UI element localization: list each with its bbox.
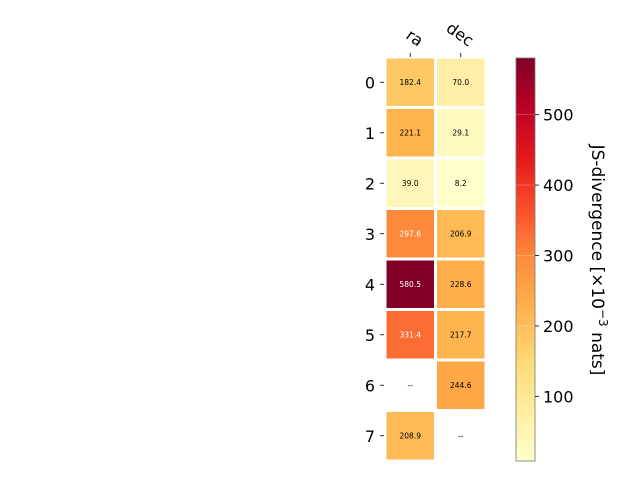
heatmap-cell-2-dec: [437, 159, 485, 207]
cell-label-0-ra: 182.4: [400, 78, 422, 87]
colorbar-tick-label-200: 200: [543, 317, 574, 336]
cell-label-2-dec: 8.2: [455, 179, 467, 188]
heatmap-cell-6-dec: [437, 361, 485, 409]
heatmap-cell-5-dec: [437, 311, 485, 359]
cell-label-4-ra: 580.5: [400, 280, 422, 289]
colorbar-tick-label-100: 100: [543, 387, 574, 406]
cell-label-1-ra: 221.1: [400, 128, 422, 137]
heatmap-cell-7-ra: [386, 412, 434, 460]
heatmap-cell-4-ra: [386, 260, 434, 308]
row-label-2: 2: [365, 174, 375, 193]
cell-label-7-dec: --: [458, 431, 464, 440]
row-tick-labels: 0 1 2 3 4 5 6 7: [365, 73, 384, 446]
heatmap-cells: 182.4 70.0 221.1 29.1 39.0 8.2 297.6 206.9 580.5…: [386, 58, 485, 460]
cell-label-6-ra: --: [408, 381, 414, 390]
colorbar-ticks: 100 200 300 400 500: [516, 106, 574, 406]
cell-label-7-ra: 208.9: [400, 431, 422, 440]
row-label-0: 0: [365, 73, 375, 92]
colorbar-label: JS-divergence [×10−3 nats]: [587, 144, 610, 376]
cell-label-0-dec: 70.0: [452, 78, 469, 87]
cell-label-6-dec: 244.6: [450, 381, 472, 390]
row-label-4: 4: [365, 275, 375, 294]
colorbar: [515, 57, 536, 462]
cell-label-3-ra: 297.6: [400, 229, 422, 238]
row-label-1: 1: [365, 124, 375, 143]
row-label-5: 5: [365, 326, 375, 345]
column-label-dec: dec: [443, 18, 477, 50]
cell-label-5-ra: 331.4: [400, 330, 422, 339]
heatmap-cell-3-dec: [437, 210, 485, 258]
heatmap-cell-1-dec: [437, 109, 485, 157]
heatmap-cell-4-dec: [437, 260, 485, 308]
column-tick-labels: ra dec: [403, 18, 477, 57]
row-label-7: 7: [365, 427, 375, 446]
cell-label-4-dec: 228.6: [450, 280, 472, 289]
heatmap-cell-1-ra: [386, 109, 434, 157]
colorbar-tick-label-400: 400: [543, 176, 574, 195]
cell-label-1-dec: 29.1: [452, 128, 469, 137]
row-label-6: 6: [365, 376, 375, 395]
colorbar-tick-label-300: 300: [543, 247, 574, 266]
column-label-ra: ra: [403, 25, 427, 50]
heatmap-cell-2-ra: [386, 159, 434, 207]
cell-label-2-ra: 39.0: [402, 179, 419, 188]
heatmap-cell-3-ra: [386, 210, 434, 258]
heatmap-cell-0-ra: [386, 58, 434, 106]
heatmap-cell-0-dec: [437, 58, 485, 106]
colorbar-tick-label-500: 500: [543, 106, 574, 125]
heatmap-cell-5-ra: [386, 311, 434, 359]
cell-label-5-dec: 217.7: [450, 330, 472, 339]
cell-label-3-dec: 206.9: [450, 229, 472, 238]
row-label-3: 3: [365, 225, 375, 244]
